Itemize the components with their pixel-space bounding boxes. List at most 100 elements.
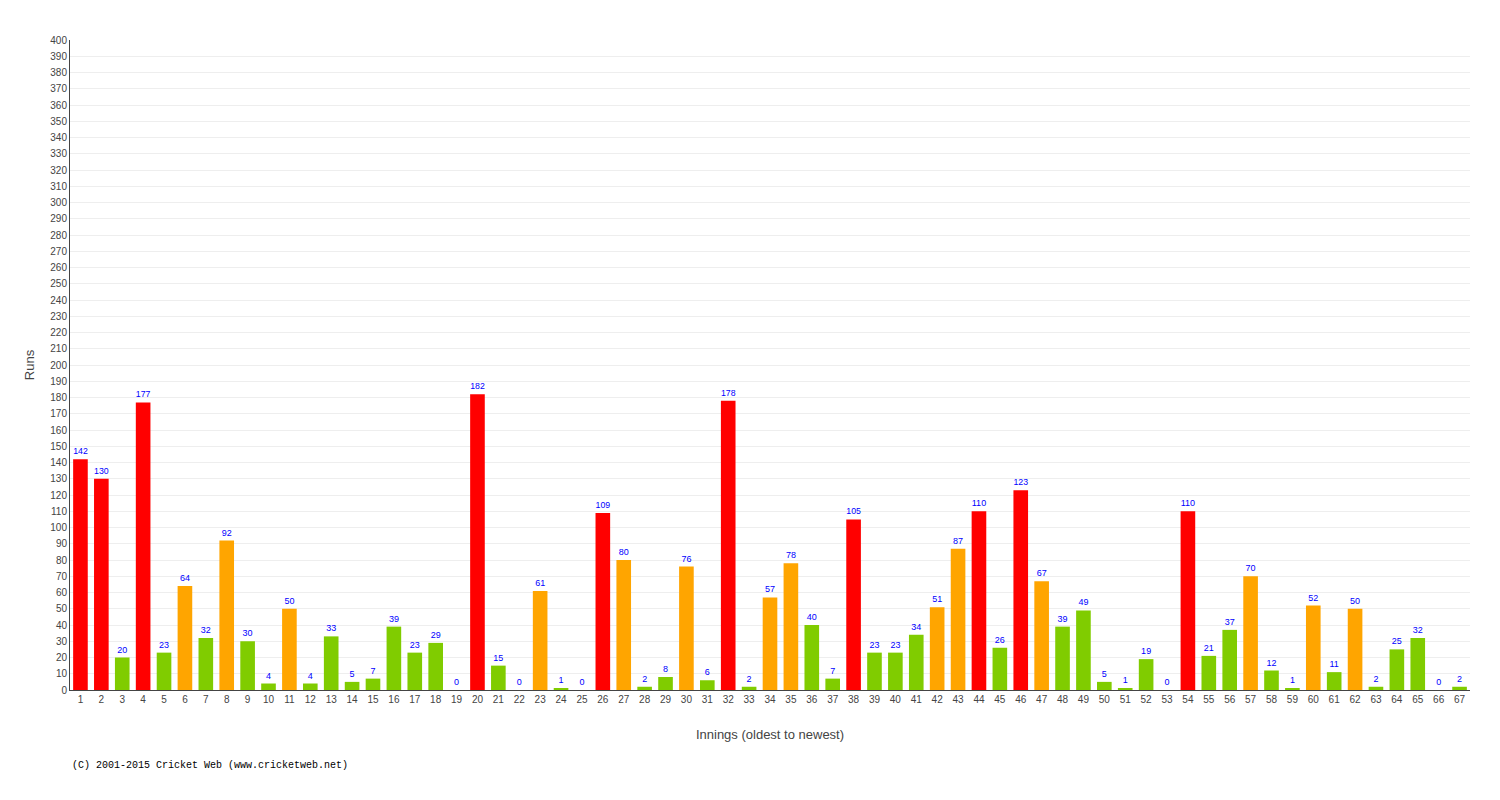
svg-text:50: 50 [1350, 596, 1360, 606]
svg-text:23: 23 [869, 640, 879, 650]
svg-text:340: 340 [50, 132, 67, 143]
svg-text:0: 0 [1436, 677, 1441, 687]
svg-text:1: 1 [1290, 675, 1295, 685]
svg-text:130: 130 [50, 473, 67, 484]
svg-text:110: 110 [972, 498, 986, 508]
svg-text:24: 24 [555, 694, 567, 705]
svg-text:23: 23 [535, 694, 547, 705]
svg-text:70: 70 [1246, 563, 1256, 573]
svg-text:110: 110 [51, 506, 67, 517]
svg-text:0: 0 [1165, 677, 1170, 687]
svg-text:11: 11 [1330, 659, 1339, 669]
svg-text:320: 320 [50, 165, 67, 176]
svg-text:8: 8 [224, 694, 230, 705]
svg-text:26: 26 [597, 694, 609, 705]
svg-text:80: 80 [56, 555, 68, 566]
svg-text:29: 29 [660, 694, 672, 705]
svg-text:42: 42 [932, 694, 944, 705]
svg-text:37: 37 [827, 694, 839, 705]
svg-text:59: 59 [1287, 694, 1299, 705]
svg-text:50: 50 [56, 603, 68, 614]
svg-text:14: 14 [347, 694, 359, 705]
svg-text:87: 87 [953, 536, 963, 546]
svg-text:20: 20 [56, 652, 68, 663]
svg-text:29: 29 [431, 630, 441, 640]
svg-text:52: 52 [1141, 694, 1153, 705]
svg-text:360: 360 [50, 100, 67, 111]
svg-text:1: 1 [1123, 675, 1128, 685]
svg-text:1: 1 [559, 675, 564, 685]
svg-text:76: 76 [681, 554, 691, 564]
svg-text:61: 61 [1329, 694, 1341, 705]
svg-text:25: 25 [1392, 636, 1402, 646]
svg-text:140: 140 [50, 457, 67, 468]
svg-text:56: 56 [1224, 694, 1236, 705]
svg-text:66: 66 [1433, 694, 1445, 705]
svg-text:27: 27 [618, 694, 630, 705]
svg-text:58: 58 [1266, 694, 1278, 705]
svg-text:67: 67 [1454, 694, 1466, 705]
svg-text:21: 21 [493, 694, 505, 705]
svg-text:270: 270 [50, 246, 67, 257]
svg-text:8: 8 [663, 664, 668, 674]
svg-text:Innings (oldest to newest): Innings (oldest to newest) [696, 727, 844, 742]
svg-text:35: 35 [785, 694, 797, 705]
svg-text:55: 55 [1203, 694, 1215, 705]
svg-text:6: 6 [182, 694, 188, 705]
svg-text:49: 49 [1078, 694, 1090, 705]
svg-text:23: 23 [890, 640, 900, 650]
svg-text:19: 19 [451, 694, 463, 705]
svg-text:10: 10 [263, 694, 275, 705]
svg-text:25: 25 [576, 694, 588, 705]
svg-text:70: 70 [56, 571, 68, 582]
svg-text:350: 350 [50, 116, 67, 127]
svg-text:47: 47 [1036, 694, 1048, 705]
svg-text:16: 16 [388, 694, 400, 705]
svg-text:2: 2 [99, 694, 105, 705]
svg-text:177: 177 [136, 389, 151, 399]
svg-text:3: 3 [119, 694, 125, 705]
svg-text:34: 34 [911, 622, 921, 632]
svg-text:330: 330 [50, 148, 67, 159]
svg-text:310: 310 [50, 181, 67, 192]
svg-text:57: 57 [765, 584, 775, 594]
svg-text:15: 15 [367, 694, 379, 705]
svg-text:32: 32 [1413, 625, 1423, 635]
svg-text:41: 41 [911, 694, 923, 705]
svg-text:61: 61 [535, 578, 545, 588]
svg-text:32: 32 [201, 625, 211, 635]
svg-text:1: 1 [78, 694, 84, 705]
svg-text:178: 178 [721, 388, 736, 398]
svg-text:240: 240 [50, 295, 67, 306]
svg-text:33: 33 [326, 623, 336, 633]
svg-text:57: 57 [1245, 694, 1257, 705]
svg-text:60: 60 [56, 587, 68, 598]
svg-text:30: 30 [243, 628, 253, 638]
svg-text:60: 60 [1308, 694, 1320, 705]
svg-text:5: 5 [350, 669, 355, 679]
svg-text:0: 0 [517, 677, 522, 687]
svg-text:280: 280 [50, 230, 67, 241]
svg-text:80: 80 [619, 547, 629, 557]
svg-text:63: 63 [1370, 694, 1382, 705]
svg-text:39: 39 [389, 614, 399, 624]
svg-text:38: 38 [848, 694, 860, 705]
svg-text:(C) 2001-2015 Cricket Web (www: (C) 2001-2015 Cricket Web (www.cricketwe… [72, 760, 348, 771]
svg-text:28: 28 [639, 694, 651, 705]
svg-text:31: 31 [702, 694, 714, 705]
svg-text:78: 78 [786, 550, 796, 560]
svg-text:51: 51 [932, 594, 942, 604]
svg-text:120: 120 [50, 490, 67, 501]
svg-text:142: 142 [73, 446, 88, 456]
svg-text:5: 5 [1102, 669, 1107, 679]
svg-text:2: 2 [642, 674, 647, 684]
svg-text:33: 33 [744, 694, 756, 705]
svg-text:62: 62 [1350, 694, 1362, 705]
svg-text:7: 7 [370, 666, 375, 676]
svg-text:105: 105 [846, 506, 861, 516]
svg-text:46: 46 [1015, 694, 1027, 705]
svg-text:39: 39 [1058, 614, 1068, 624]
svg-text:19: 19 [1141, 646, 1151, 656]
svg-text:50: 50 [284, 596, 294, 606]
svg-text:37: 37 [1225, 617, 1235, 627]
